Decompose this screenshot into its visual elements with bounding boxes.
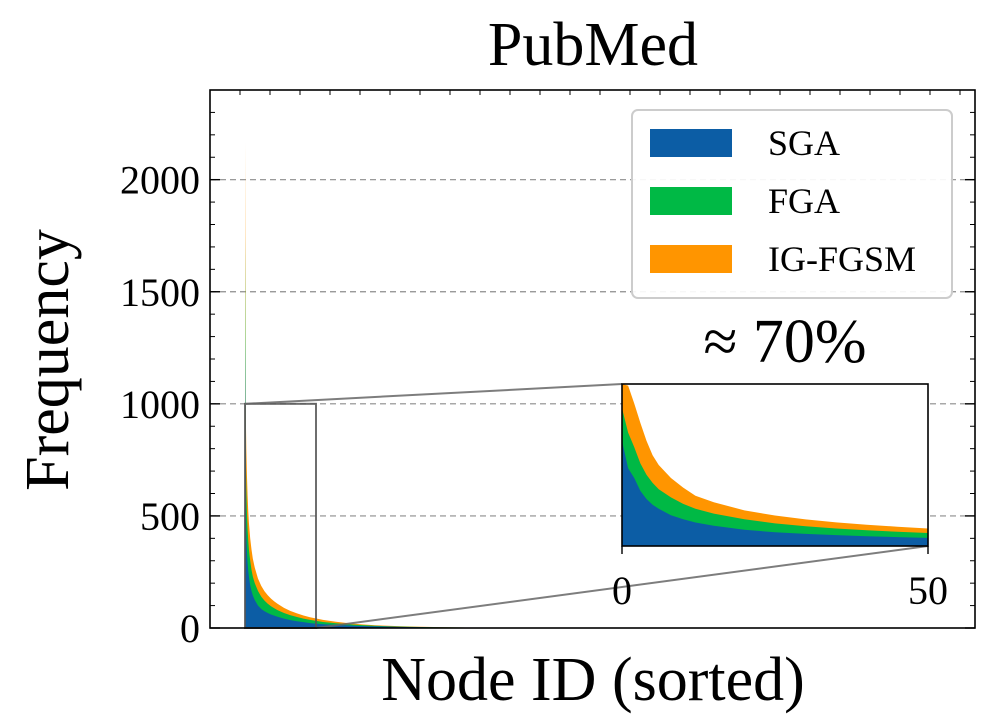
y-tick-label: 1000 (120, 382, 200, 427)
chart-title: PubMed (488, 11, 698, 79)
legend-swatch (650, 129, 732, 157)
grid-lines (210, 179, 975, 517)
legend-swatch (650, 245, 732, 273)
inset-chart: 0 50 (612, 383, 948, 613)
x-axis-label: Node ID (sorted) (381, 646, 805, 714)
inset-area-fga (622, 408, 928, 546)
inset-areas (622, 384, 928, 546)
inset-area-igfgsm (622, 384, 928, 546)
area-fga (245, 235, 505, 628)
legend-label: FGA (768, 181, 840, 221)
y-tick-label: 0 (180, 606, 200, 651)
inset-x-tick-label: 50 (908, 568, 948, 613)
inset-x-tick-label: 0 (612, 568, 632, 613)
area-sga (245, 336, 505, 628)
y-tick-label: 1500 (120, 270, 200, 315)
zoom-connector-top (244, 383, 623, 405)
zoom-connector-bottom (315, 545, 929, 629)
inset-area-sga (622, 440, 928, 546)
main-areas (245, 141, 505, 628)
y-axis-label: Frequency (14, 229, 82, 491)
y-tick-label: 2000 (120, 158, 200, 203)
inset-annotation: ≈ 70% (703, 308, 866, 376)
legend-swatch (650, 187, 732, 215)
legend: SGA FGA IG-FGSM (631, 109, 953, 299)
y-tick-label: 500 (140, 494, 200, 539)
legend-label: SGA (768, 123, 840, 163)
area-igfgsm (245, 141, 505, 628)
x-minor-ticks (239, 90, 961, 95)
plot-frame (209, 89, 976, 629)
inset-frame (621, 383, 929, 547)
legend-label: IG-FGSM (768, 239, 916, 279)
